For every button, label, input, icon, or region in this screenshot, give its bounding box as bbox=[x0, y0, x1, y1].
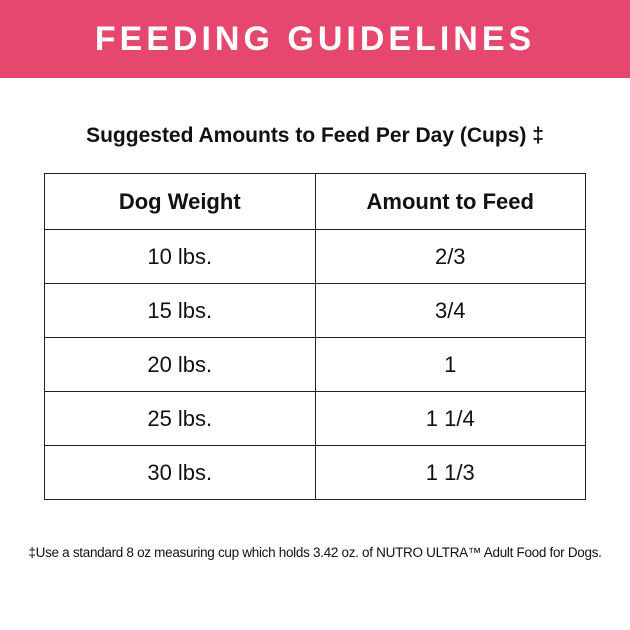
column-header: Dog Weight bbox=[44, 173, 316, 230]
table-cell: 10 lbs. bbox=[44, 229, 316, 284]
table-head: Dog Weight Amount to Feed bbox=[44, 173, 586, 230]
table-row: 10 lbs. 2/3 bbox=[44, 229, 586, 284]
table-body: 10 lbs. 2/3 15 lbs. 3/4 20 lbs. 1 25 lbs. 1 1/4… bbox=[44, 229, 586, 500]
header-band bbox=[0, 0, 630, 78]
column-header: Amount to Feed bbox=[314, 173, 586, 230]
footnote: ‡Use a standard 8 oz measuring cup which… bbox=[28, 545, 602, 560]
feeding-table: Dog Weight Amount to Feed 10 lbs. 2/3 15 lb… bbox=[44, 173, 586, 500]
header-row: Dog Weight Amount to Feed bbox=[44, 173, 586, 230]
table-cell: 25 lbs. bbox=[44, 391, 316, 446]
table-cell: 20 lbs. bbox=[44, 337, 316, 392]
table-row: 30 lbs. 1 1/3 bbox=[44, 445, 586, 500]
table-cell: 1 bbox=[314, 337, 586, 392]
table-cell: 3/4 bbox=[314, 283, 586, 338]
table-cell: 15 lbs. bbox=[44, 283, 316, 338]
table-cell: 30 lbs. bbox=[44, 445, 316, 500]
table-row: 20 lbs. 1 bbox=[44, 337, 586, 392]
table-row: 15 lbs. 3/4 bbox=[44, 283, 586, 338]
table-cell: 1 1/4 bbox=[314, 391, 586, 446]
header-title: FEEDING GUIDELINES bbox=[94, 20, 536, 58]
table-cell: 1 1/3 bbox=[314, 445, 586, 500]
subtitle: Suggested Amounts to Feed Per Day (Cups)… bbox=[86, 124, 544, 147]
table-row: 25 lbs. 1 1/4 bbox=[44, 391, 586, 446]
table-cell: 2/3 bbox=[314, 229, 586, 284]
